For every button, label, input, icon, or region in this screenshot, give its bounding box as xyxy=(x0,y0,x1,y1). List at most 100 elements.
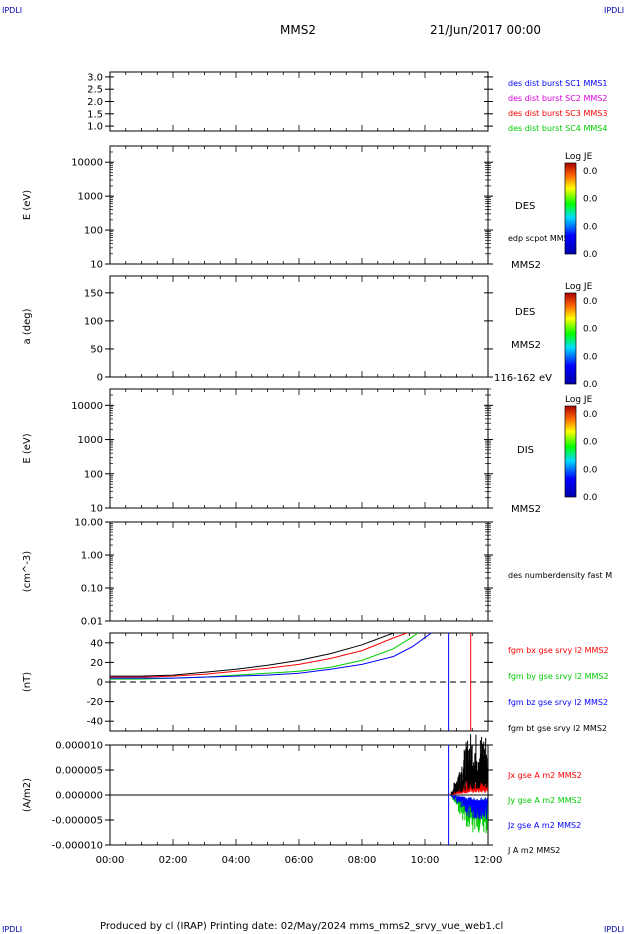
legend-entry: des dist burst SC4 MMS4 xyxy=(508,124,607,133)
footer-text: Produced by cl (IRAP) Printing date: 02/… xyxy=(100,921,503,932)
current-burst-trace xyxy=(450,734,488,795)
ytick-label: 150 xyxy=(84,288,103,299)
ytick-label: 0 xyxy=(97,373,103,384)
panel-fgm: 40 20 0 -20 -40 (nT) fgm bx gse srvy l2 MMS2 fg… xyxy=(22,632,609,733)
corner-label-br: IPDLI xyxy=(604,925,624,934)
ytick-label: -20 xyxy=(87,697,103,708)
ytick-label: 100 xyxy=(84,226,103,237)
colorbar-tick-label: 0.0 xyxy=(583,465,598,475)
colorbar-gradient xyxy=(564,162,577,255)
corner-label-tr: IPDLI xyxy=(604,6,624,15)
ylabel: (nT) xyxy=(22,672,33,692)
panel-frame xyxy=(109,145,489,265)
xtick-label: 10:00 xyxy=(411,855,440,866)
xtick-label: 06:00 xyxy=(285,855,314,866)
xtick-label: 04:00 xyxy=(222,855,251,866)
legend-entry: Jz gse A m2 MMS2 xyxy=(507,821,581,830)
ylabel: E (eV) xyxy=(22,433,33,463)
ytick-label: 0.000010 xyxy=(55,741,103,752)
colorbar-tick-label: 0.0 xyxy=(583,352,598,362)
colorbar-tick-label: 0.0 xyxy=(583,410,598,420)
ytick-label: 0.01 xyxy=(81,617,103,628)
panel-dis-energy: 10000 1000 100 10 E (eV) DIS MMS2 xyxy=(22,388,541,515)
ylabel: (cm^-3) xyxy=(22,551,33,592)
panel-burst: 3.0 2.52.01.5 1.0 des dist burst SC1 MMS1 de… xyxy=(87,71,607,133)
ytick-label: 10000 xyxy=(71,158,103,169)
legend-entry: des dist burst SC1 MMS1 xyxy=(508,79,607,88)
ytick-label: 20 xyxy=(90,658,103,669)
colorbar-tick-label: 0.0 xyxy=(583,380,598,390)
panel-label: MMS2 xyxy=(511,340,541,351)
colorbar-tick-label: 0.0 xyxy=(583,250,598,260)
ytick-label: 2.5 xyxy=(87,85,103,96)
legend-entry: fgm bz gse srvy l2 MMS2 xyxy=(508,698,608,707)
colorbar-des-energy: Log JE 0.0 0.0 0.0 0.0 xyxy=(564,152,598,260)
colorbar-tick-label: 0.0 xyxy=(583,438,598,448)
panel-label: MMS2 xyxy=(511,504,541,515)
panel-label: DES xyxy=(515,201,535,212)
colorbar-tick-label: 0.0 xyxy=(583,167,598,177)
ytick-label: 1.0 xyxy=(87,122,103,133)
colorbar-tick-label: 0.0 xyxy=(583,222,598,232)
panel-label: edp scpot MMS2 xyxy=(508,234,574,243)
ylabel: a (deg) xyxy=(22,308,33,344)
colorbar-tick-label: 0.0 xyxy=(583,493,598,503)
panel-frame xyxy=(109,388,489,509)
legend-entry: Jx gse A m2 MMS2 xyxy=(507,771,582,780)
ytick-label: 10 xyxy=(90,260,103,271)
panel-frame xyxy=(109,521,489,622)
panel-label: 116-162 eV xyxy=(494,373,552,384)
fgm-series-line xyxy=(110,633,432,679)
ytick-label: 2.0 xyxy=(87,97,103,108)
corner-label-bl: IPDLI xyxy=(2,925,22,934)
ytick-label: 3.0 xyxy=(87,72,103,83)
panel-des-energy: 10000 1000 100 10 E (eV) DES edp scpot MMS2 MMS… xyxy=(22,145,574,271)
xtick-label: 12:00 xyxy=(474,855,503,866)
xtick-label: 00:00 xyxy=(96,855,125,866)
corner-label-tl: IPDLI xyxy=(2,6,22,15)
colorbar-dis-energy: Log JE 0.0 0.0 0.0 0.0 xyxy=(564,395,598,503)
ytick-label: -0.000005 xyxy=(52,816,103,827)
fgm-series-line xyxy=(110,633,396,677)
panel-des-pitch: 150 100 50 0 a (deg) DES MMS2 116-162 eV xyxy=(22,275,552,384)
legend-entry: fgm bt gse srvy l2 MMS2 xyxy=(508,724,607,733)
legend-entry: des numberdensity fast M xyxy=(508,571,612,580)
ytick-label: 50 xyxy=(90,344,103,355)
panel-current: 0.000010 0.000005 0.000000 -0.000005 -0.0000… xyxy=(22,734,582,855)
ytick-label: 0.10 xyxy=(81,584,103,595)
ytick-label: 40 xyxy=(90,638,103,649)
colorbar-tick-label: 0.0 xyxy=(583,195,598,205)
legend-entry: Jy gse A m2 MMS2 xyxy=(507,796,582,805)
ytick-label: -0.000010 xyxy=(52,841,103,852)
ytick-label: 1000 xyxy=(78,192,103,203)
legend-entry: des dist burst SC2 MMS2 xyxy=(508,94,607,103)
ytick-label: 10 xyxy=(90,504,103,515)
legend-entry: J A m2 MMS2 xyxy=(507,846,560,855)
xtick-label: 08:00 xyxy=(348,855,377,866)
colorbar-title: Log JE xyxy=(565,152,593,162)
colorbar-title: Log JE xyxy=(565,395,593,405)
fgm-series-line xyxy=(110,633,419,680)
fgm-series-line xyxy=(110,633,409,678)
legend-entry: fgm bx gse srvy l2 MMS2 xyxy=(508,646,609,655)
ylabel: (A/m2) xyxy=(22,778,33,812)
colorbar-title: Log JE xyxy=(565,282,593,292)
ytick-label: 0.000005 xyxy=(55,766,103,777)
ytick-label: 1.00 xyxy=(81,551,103,562)
panel-frame xyxy=(109,275,489,378)
panel-label: MMS2 xyxy=(511,260,541,271)
figure-title: MMS2 xyxy=(280,23,316,37)
figure-date: 21/Jun/2017 00:00 xyxy=(430,23,541,37)
colorbar-tick-label: 0.0 xyxy=(583,297,598,307)
legend-entry: fgm by gse srvy l2 MMS2 xyxy=(508,672,609,681)
ytick-label: 100 xyxy=(84,469,103,480)
colorbar-gradient xyxy=(564,292,577,385)
legend-entry: des dist burst SC3 MMS3 xyxy=(508,109,607,118)
panel-label: DIS xyxy=(517,445,534,456)
ytick-label: 0.000000 xyxy=(55,791,103,802)
ytick-label: 1.5 xyxy=(87,109,103,120)
panel-frame xyxy=(109,71,489,132)
colorbar-des-pitch: Log JE 0.0 0.0 0.0 0.0 xyxy=(564,282,598,390)
ytick-label: 100 xyxy=(84,316,103,327)
